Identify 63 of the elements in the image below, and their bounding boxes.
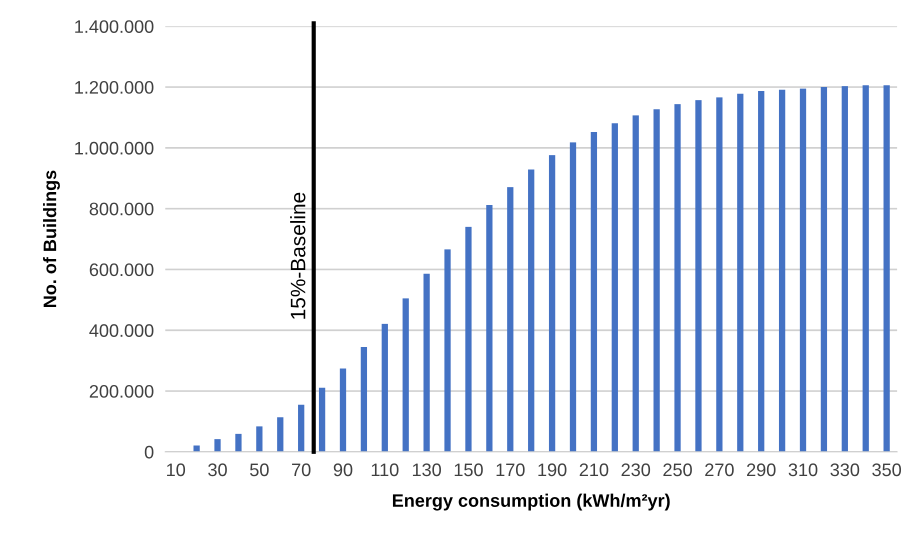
bar [842, 86, 848, 452]
y-tick-label: 1.000.000 [75, 142, 154, 155]
bar [277, 417, 284, 452]
bar [716, 97, 723, 452]
bar [214, 439, 221, 452]
x-tick-label: 10 [167, 463, 186, 476]
x-tick-label: 50 [250, 463, 269, 476]
x-tick-label: 210 [580, 463, 608, 476]
y-tick-label: 600.000 [90, 263, 154, 276]
x-tick-label: 170 [496, 463, 525, 476]
bar [507, 187, 514, 452]
y-tick-label: 1.200.000 [75, 80, 154, 94]
bar [402, 298, 409, 452]
x-axis-title: Energy consumption (kWh/m²yr) [392, 494, 670, 511]
x-tick-label: 30 [208, 463, 227, 476]
y-tick-label: 200.000 [90, 384, 154, 398]
x-tick-label: 190 [538, 463, 566, 476]
x-tick-label: 70 [292, 463, 311, 476]
bar [612, 123, 618, 452]
bar [800, 88, 806, 452]
x-tick-label: 310 [788, 463, 818, 476]
y-tick-label: 800.000 [90, 202, 154, 216]
bar [570, 142, 576, 452]
bar [862, 85, 869, 452]
bar [318, 388, 326, 452]
bar [528, 169, 534, 452]
bar [382, 324, 388, 452]
bar [758, 91, 764, 452]
x-tick-label: 90 [334, 463, 352, 476]
bar [590, 132, 598, 452]
bar [654, 109, 660, 452]
bar [695, 100, 702, 452]
x-tick-label: 130 [412, 463, 441, 476]
bar [674, 104, 681, 452]
ref-line-label: 15%-Baseline [290, 192, 306, 319]
bar [298, 404, 304, 452]
y-tick-label: 400.000 [89, 324, 154, 337]
y-axis-title: No. of Buildings [43, 170, 60, 308]
x-tick-label: 150 [454, 463, 483, 476]
x-tick-label: 250 [663, 463, 692, 476]
bar [256, 426, 262, 452]
bar [486, 205, 492, 452]
bar [820, 87, 828, 452]
y-tick-label: 0 [144, 446, 154, 459]
bar [235, 434, 242, 452]
bar [632, 115, 639, 452]
bar [423, 274, 430, 452]
bar [193, 445, 200, 452]
bar [465, 226, 472, 452]
bar [884, 85, 890, 452]
x-tick-label: 290 [747, 463, 776, 476]
bar [340, 368, 346, 452]
x-tick-label: 270 [705, 463, 734, 476]
x-tick-label: 110 [372, 463, 398, 476]
bar [548, 155, 556, 452]
x-tick-label: 350 [872, 463, 902, 476]
x-tick-label: 330 [830, 463, 860, 476]
bar [737, 94, 744, 452]
bar [444, 249, 451, 452]
bar [778, 90, 786, 452]
y-tick-label: 1.400.000 [75, 20, 154, 33]
bar [360, 346, 368, 452]
x-tick-label: 230 [622, 463, 650, 476]
